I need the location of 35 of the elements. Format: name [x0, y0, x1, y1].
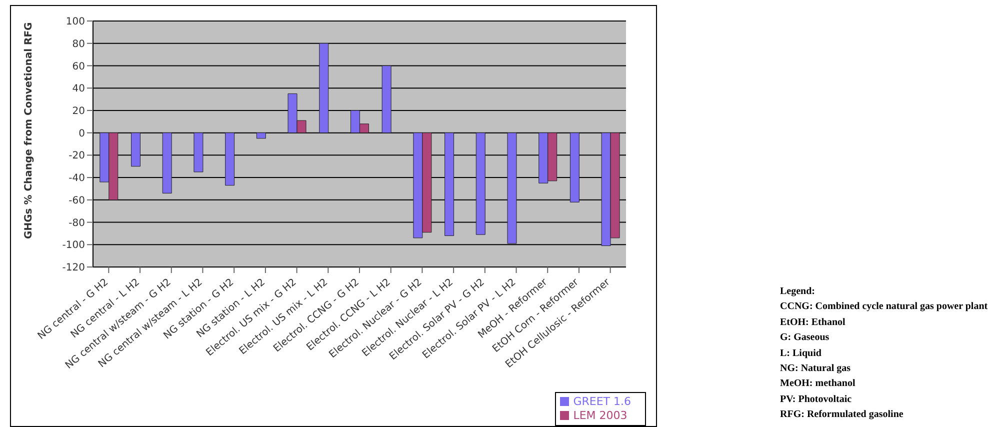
y-tick-label: -80: [68, 218, 85, 229]
y-tick-label: 20: [72, 106, 85, 118]
text: EtOH: Ethanol: [780, 316, 846, 330]
text: PV: Photovoltaic: [780, 392, 853, 407]
text: RFG: Reformulated gasoline: [780, 408, 904, 422]
bar: [319, 43, 329, 134]
text: G: Gaseous: [780, 331, 830, 346]
bar: [570, 132, 580, 202]
bar: [444, 132, 454, 236]
y-tick-label: -60: [68, 195, 85, 206]
y-tick-label: 100: [66, 16, 85, 28]
bar: [507, 132, 517, 244]
text: MeOH: methanol: [780, 377, 856, 392]
text: NG: Natural gas: [780, 362, 852, 376]
legend-label: LEM 2003: [573, 409, 628, 422]
text: Legend:: [780, 285, 816, 299]
bar: [162, 132, 172, 194]
y-tick-label: 40: [72, 84, 85, 95]
y-tick-label: 80: [72, 38, 85, 50]
text: L: Liquid: [780, 346, 822, 361]
bar: [382, 65, 392, 134]
text: CCNG: Combined cycle natural gas power plant: [780, 300, 988, 314]
legend-label: GREET 1.6: [573, 395, 631, 408]
bar: [256, 132, 266, 139]
y-tick-label: -20: [68, 150, 85, 162]
bar: [131, 132, 140, 167]
y-tick-label: -120: [62, 262, 85, 274]
bar: [225, 132, 235, 186]
y-axis-title: GHGs % Change from Convetional RFG: [24, 22, 35, 239]
y-tick-label: 60: [72, 61, 85, 72]
bar: [476, 132, 486, 235]
y-tick-label: -40: [68, 173, 85, 184]
y-tick-label: -100: [62, 240, 85, 252]
y-tick-label: 0: [78, 128, 85, 140]
bar: [194, 132, 204, 172]
